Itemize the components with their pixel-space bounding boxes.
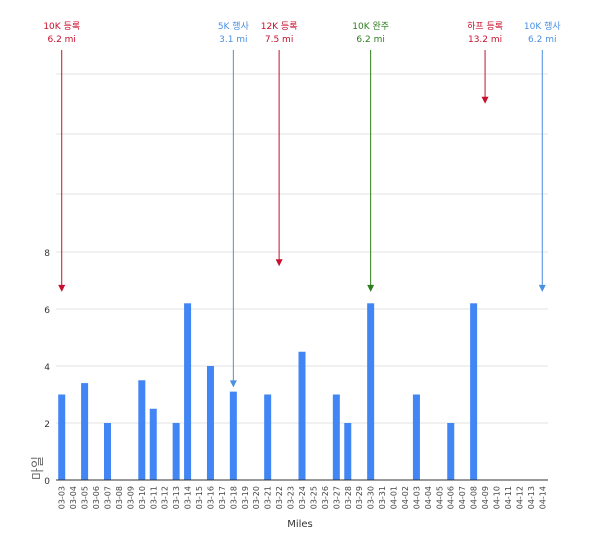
x-axis-title: Miles <box>287 519 313 530</box>
bar-03-16 <box>206 366 214 480</box>
x-tick-label: 04-08 <box>470 486 479 509</box>
bar-03-18 <box>229 391 237 480</box>
x-tick-label: 03-17 <box>218 486 227 509</box>
x-tick-label: 03-08 <box>115 486 124 509</box>
x-tick-label: 03-06 <box>92 486 101 509</box>
y-tick-label: 6 <box>44 306 50 316</box>
annotations: 10K 등록 6.2 mi 5K 행사 3.1 mi 12K 등록 7.5 mi 10K 완… <box>43 20 561 388</box>
x-tick-label: 03-03 <box>58 486 67 509</box>
annotation-title: 10K 등록 <box>43 21 80 32</box>
bar-03-10 <box>138 380 146 480</box>
x-tick-label: 03-18 <box>229 486 238 509</box>
annotation-arrowhead <box>481 96 489 104</box>
annotation-arrowhead <box>275 259 283 267</box>
bar-03-21 <box>264 394 272 480</box>
y-axis-ticks: 2 4 6 8 0 <box>44 249 50 487</box>
x-tick-label: 03-09 <box>126 486 135 509</box>
annotation-distance: 6.2 mi <box>47 35 75 45</box>
annotation-arrowhead <box>229 380 237 388</box>
x-tick-label: 04-07 <box>458 486 467 509</box>
x-tick-label: 03-16 <box>206 486 215 509</box>
annotation-title: 10K 행사 <box>524 20 561 32</box>
x-tick-label: 03-10 <box>138 486 147 509</box>
annotation-distance: 7.5 mi <box>265 35 293 45</box>
x-tick-label: 03-07 <box>103 486 112 509</box>
x-tick-label: 03-23 <box>287 486 296 509</box>
y-tick-label: 2 <box>44 420 50 430</box>
x-tick-label: 03-31 <box>378 486 387 509</box>
annotation-distance: 6.2 mi <box>528 35 556 45</box>
x-tick-label: 04-11 <box>504 486 513 509</box>
bar-03-14 <box>184 303 192 480</box>
x-tick-label: 03-26 <box>321 486 330 509</box>
x-tick-label: 04-10 <box>493 486 502 509</box>
x-tick-label: 04-01 <box>390 486 399 509</box>
annotation-arrowhead <box>58 284 66 292</box>
x-tick-label: 03-14 <box>184 486 193 509</box>
bar-03-28 <box>344 423 352 480</box>
x-tick-label: 03-27 <box>332 486 341 509</box>
bar-03-24 <box>298 351 306 480</box>
x-tick-label: 04-09 <box>481 486 490 509</box>
annotation-title: 12K 등록 <box>261 21 298 32</box>
annotation-arrowhead <box>538 284 546 292</box>
annotation-title: 10K 완주 <box>352 21 389 32</box>
x-tick-label: 03-28 <box>344 486 353 509</box>
x-tick-label: 03-21 <box>264 486 273 509</box>
y-tick-label: 4 <box>44 363 50 373</box>
bar-03-05 <box>81 383 89 480</box>
bar-04-06 <box>447 423 455 480</box>
annotation-title: 하프 등록 <box>467 21 503 32</box>
annotation-distance: 13.2 mi <box>468 35 502 45</box>
x-tick-label: 03-30 <box>367 486 376 509</box>
bar-03-13 <box>172 423 180 480</box>
x-tick-label: 03-11 <box>149 486 158 509</box>
x-tick-label: 03-13 <box>172 486 181 509</box>
x-tick-label: 04-03 <box>412 486 421 509</box>
y-tick-label-zero: 0 <box>44 477 50 487</box>
bar-03-07 <box>103 423 111 480</box>
bars <box>58 303 478 480</box>
annotation-title: 5K 행사 <box>218 20 250 32</box>
x-tick-label: 03-12 <box>161 486 170 509</box>
x-tick-label: 03-25 <box>309 486 318 509</box>
y-tick-label: 8 <box>44 249 50 259</box>
x-tick-label: 03-19 <box>241 486 250 509</box>
x-tick-label: 04-13 <box>527 486 536 509</box>
bar-03-30 <box>367 303 375 480</box>
bar-03-27 <box>332 394 340 480</box>
annotation-distance: 3.1 mi <box>219 35 247 45</box>
y-axis-title: 마일 <box>31 456 46 480</box>
x-tick-label: 04-02 <box>401 486 410 509</box>
bar-03-03 <box>58 394 66 480</box>
x-tick-label: 03-20 <box>252 486 261 509</box>
x-tick-label: 03-22 <box>275 486 284 509</box>
x-tick-label: 04-12 <box>515 486 524 509</box>
annotation-arrowhead <box>367 284 375 292</box>
bar-03-11 <box>149 408 157 480</box>
x-tick-label: 03-15 <box>195 486 204 509</box>
x-tick-label: 03-04 <box>69 486 78 509</box>
bar-04-08 <box>470 303 478 480</box>
x-tick-label: 03-29 <box>355 486 364 509</box>
gridlines <box>56 73 548 424</box>
x-tick-label: 03-05 <box>81 486 90 509</box>
bar-04-03 <box>412 394 420 480</box>
x-axis-tick-labels: 03-03 03-04 03-05 03-06 03-07 03-08 03-09 03-10… <box>58 486 548 509</box>
x-tick-label: 04-05 <box>435 486 444 509</box>
x-tick-label: 04-04 <box>424 486 433 509</box>
x-tick-label: 03-24 <box>298 486 307 509</box>
annotation-distance: 6.2 mi <box>356 35 384 45</box>
x-tick-label: 04-06 <box>447 486 456 509</box>
x-tick-label: 04-14 <box>538 486 547 509</box>
